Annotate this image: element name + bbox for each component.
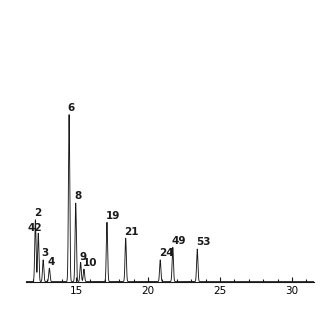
Text: 6: 6 <box>68 103 75 113</box>
Text: 3: 3 <box>42 248 49 258</box>
Text: 21: 21 <box>124 227 139 236</box>
Text: 2: 2 <box>34 208 41 218</box>
Text: 24: 24 <box>159 248 173 258</box>
Text: 4: 4 <box>48 257 55 268</box>
Text: 53: 53 <box>196 237 210 247</box>
Text: 19: 19 <box>106 212 120 221</box>
Text: 8: 8 <box>74 191 82 202</box>
Text: 49: 49 <box>171 236 186 246</box>
Text: 42: 42 <box>27 223 42 233</box>
Text: 9: 9 <box>79 252 86 261</box>
Text: 10: 10 <box>83 258 97 268</box>
